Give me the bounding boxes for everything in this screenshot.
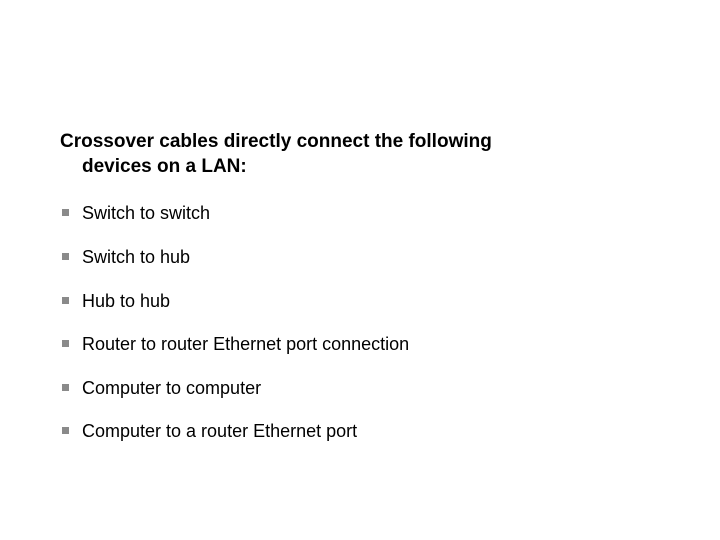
list-item: Computer to a router Ethernet port — [60, 421, 660, 443]
heading-line-2: devices on a LAN: — [60, 155, 660, 180]
heading-line-1: Crossover cables directly connect the fo… — [60, 131, 492, 152]
slide: Crossover cables directly connect the fo… — [0, 0, 720, 540]
list-item: Computer to computer — [60, 378, 660, 400]
list-item: Hub to hub — [60, 291, 660, 313]
list-item: Router to router Ethernet port connectio… — [60, 334, 660, 356]
bullet-list: Switch to switch Switch to hub Hub to hu… — [60, 203, 660, 443]
list-item: Switch to hub — [60, 247, 660, 269]
slide-heading: Crossover cables directly connect the fo… — [60, 130, 660, 179]
list-item: Switch to switch — [60, 203, 660, 225]
